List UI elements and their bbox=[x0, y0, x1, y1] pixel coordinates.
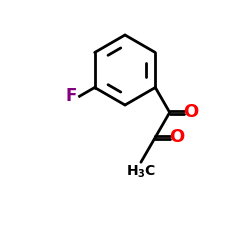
Text: O: O bbox=[183, 104, 198, 122]
Text: O: O bbox=[169, 128, 184, 146]
Text: $\mathregular{H_3C}$: $\mathregular{H_3C}$ bbox=[126, 164, 156, 180]
Text: F: F bbox=[65, 87, 76, 105]
